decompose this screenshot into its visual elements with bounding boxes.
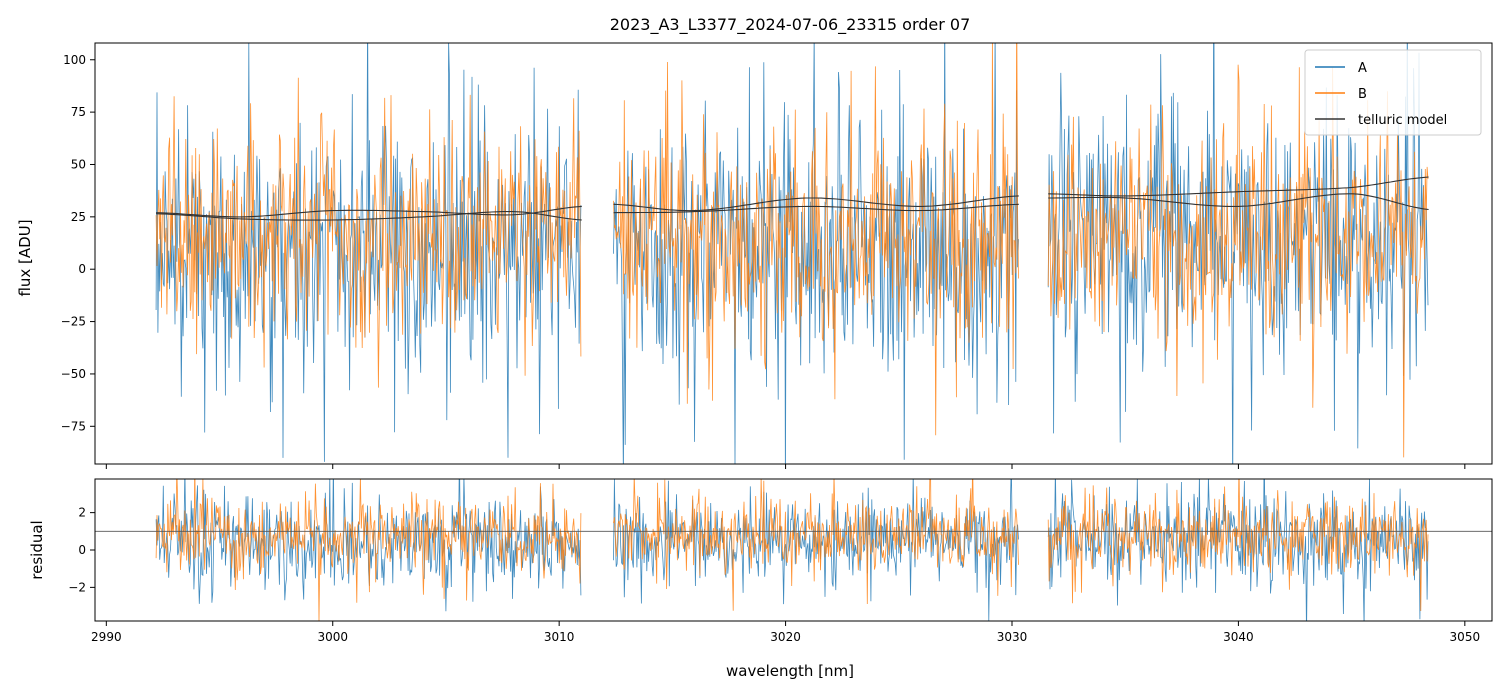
flux-ytick-label-7: 100 — [63, 53, 86, 67]
flux-series-a-segment-2 — [1047, 43, 1429, 464]
residual-series-a-segment-0 — [155, 479, 582, 612]
flux-ytick-label-3: 0 — [78, 262, 86, 276]
xtick-label-3: 3020 — [770, 630, 801, 644]
flux-ytick-label-4: 25 — [71, 210, 86, 224]
xtick-label-1: 3000 — [317, 630, 348, 644]
flux-panel-frame — [94, 42, 1493, 465]
residual-ytick-label-2: 2 — [78, 506, 86, 520]
residual-series-b-segment-1 — [613, 479, 1019, 611]
legend: A B telluric model — [1304, 49, 1482, 136]
residual-ytick-label-1: 0 — [78, 543, 86, 557]
legend-label-telluric-model: telluric model — [1358, 113, 1447, 128]
flux-series-b-segment-0 — [155, 77, 582, 388]
telluric-model-upper-segment-1 — [613, 195, 1019, 212]
residual-ytick-label-0: −2 — [68, 580, 86, 594]
flux-series-b-segment-1 — [613, 43, 1019, 436]
flux-ytick-label-0: −75 — [61, 419, 86, 433]
flux-panel-data — [155, 43, 1429, 464]
telluric-model-lower-segment-2 — [1048, 193, 1429, 211]
flux-ytick-label-1: −50 — [61, 367, 86, 381]
residual-panel-axes: −2 0 2 2990 3000 3010 3020 3030 3040 3050 — [68, 506, 1480, 644]
flux-ytick-label-6: 75 — [71, 105, 86, 119]
residual-y-axis-label: residual — [28, 520, 46, 579]
legend-label-a: A — [1358, 61, 1367, 76]
residual-series-a-segment-2 — [1047, 479, 1429, 621]
xtick-label-6: 3050 — [1450, 630, 1481, 644]
telluric-model-lower-segment-0 — [156, 211, 582, 221]
residual-series-b-segment-2 — [1047, 479, 1429, 612]
flux-series-b-segment-2 — [1047, 64, 1429, 458]
telluric-model-lower-segment-1 — [613, 203, 1019, 214]
xtick-label-4: 3030 — [997, 630, 1028, 644]
residual-panel-data — [95, 479, 1492, 621]
xtick-label-5: 3040 — [1223, 630, 1254, 644]
flux-ytick-label-2: −25 — [61, 315, 86, 329]
telluric-model-upper-segment-0 — [156, 205, 582, 218]
xtick-label-2: 3010 — [544, 630, 575, 644]
flux-y-axis-label: flux [ADU] — [16, 219, 34, 296]
chart-title: 2023_A3_L3377_2024-07-06_23315 order 07 — [610, 15, 971, 35]
x-axis-label: wavelength [nm] — [726, 662, 854, 680]
legend-label-b: B — [1358, 87, 1367, 102]
legend-box — [1304, 49, 1482, 136]
telluric-model-upper-segment-2 — [1048, 176, 1429, 197]
flux-ytick-label-5: 50 — [71, 157, 86, 171]
flux-panel-axes: −75 −50 −25 0 25 50 75 100 — [61, 53, 1466, 469]
residual-series-b-segment-0 — [155, 479, 582, 621]
xtick-label-0: 2990 — [91, 630, 122, 644]
